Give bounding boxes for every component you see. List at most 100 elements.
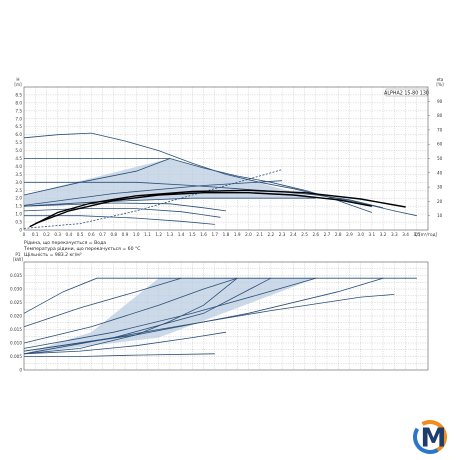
y-left-tick-label: 0 bbox=[19, 228, 22, 233]
m-logo: M bbox=[413, 420, 447, 454]
logo-ring-blue bbox=[413, 420, 447, 454]
x-tick-label: 1.9 bbox=[234, 232, 241, 237]
y-left-tick-label: 3.5 bbox=[15, 172, 22, 177]
x-tick-label: 0.3 bbox=[54, 232, 61, 237]
curve-proportional-5 bbox=[23, 197, 316, 207]
x-tick-label: 3.0 bbox=[357, 232, 364, 237]
y-left-tick-label: 1.5 bbox=[15, 204, 22, 209]
y-var: P1 bbox=[15, 252, 21, 257]
y-unit: [kW] bbox=[13, 257, 23, 262]
curve-min-8 bbox=[24, 215, 215, 225]
y-left-tick-label: 4.0 bbox=[15, 164, 22, 169]
y-left-tick-label: 5.5 bbox=[15, 140, 22, 145]
x-tick-label: 1.7 bbox=[211, 232, 218, 237]
x-tick-label: 3.4 bbox=[402, 232, 409, 237]
y-left-tick-label: 0.5 bbox=[15, 220, 22, 225]
y-tick-label: 0.030 bbox=[10, 287, 22, 292]
y-tick-label: 0.010 bbox=[10, 341, 22, 346]
curve-efficiency-11 bbox=[34, 191, 373, 225]
y-right-var: eta bbox=[437, 77, 444, 82]
y-right-tick-label: 90 bbox=[437, 99, 443, 104]
x-tick-label: 2.3 bbox=[279, 232, 286, 237]
y-right-tick-label: 30 bbox=[437, 185, 443, 190]
x-tick-label: 0.5 bbox=[77, 232, 84, 237]
y-right-tick-label: 80 bbox=[437, 113, 443, 118]
x-tick-label: 2.2 bbox=[268, 232, 275, 237]
y-right-tick-label: 50 bbox=[437, 156, 443, 161]
curve-proportional-4 bbox=[23, 180, 283, 206]
x-tick-label: 2.1 bbox=[256, 232, 263, 237]
y-left-tick-label: 4.5 bbox=[15, 156, 22, 161]
operating-range-fill bbox=[24, 158, 316, 207]
power-curve-proportional-9 bbox=[23, 277, 272, 352]
fluid-note: Щільність = 983.2 кг/м³ bbox=[24, 252, 82, 258]
y-tick-label: 0.005 bbox=[10, 354, 22, 359]
x-tick-label: 3.3 bbox=[391, 232, 398, 237]
y-tick-label: 0.020 bbox=[10, 314, 22, 319]
power-curve-power-2 bbox=[23, 277, 238, 344]
x-axis-unit: Q [m³/год] bbox=[414, 232, 437, 237]
power-flow-chart: 0 0.005 0.010 0.015 0.020 0.025 0.030 0.035 P1[k… bbox=[10, 252, 429, 373]
x-tick-label: 1.8 bbox=[223, 232, 230, 237]
x-tick-label: 0.4 bbox=[66, 232, 73, 237]
logo-letter: M bbox=[421, 424, 447, 454]
x-tick-label: 1.6 bbox=[200, 232, 207, 237]
fluid-note: Рідина, що перекачується = Вода bbox=[24, 240, 106, 246]
x-tick-label: 1.2 bbox=[155, 232, 162, 237]
x-tick-label: 2.7 bbox=[324, 232, 331, 237]
y-left-tick-label: 6.5 bbox=[15, 124, 22, 129]
y-right-tick-label: 40 bbox=[437, 170, 443, 175]
head-flow-chart: 0 0.1 0.2 0.3 0.4 0.5 0.6 0.7 0.8 0.9 1.0 1.1 1.2 1.3… bbox=[14, 77, 444, 258]
curve-efficiency-10 bbox=[29, 189, 406, 228]
y-left-tick-label: 7.0 bbox=[15, 116, 22, 121]
x-tick-label: 3.5 bbox=[413, 232, 420, 237]
curve-proportional-6 bbox=[23, 202, 227, 212]
power-curve-power-1 bbox=[23, 277, 182, 328]
x-tick-label: 1.1 bbox=[144, 232, 151, 237]
model-label-box bbox=[385, 88, 428, 97]
x-tick-label: 3.2 bbox=[380, 232, 387, 237]
x-tick-label: 0.8 bbox=[110, 232, 117, 237]
y-right-tick-label: 20 bbox=[437, 199, 443, 204]
x-tick-label: 1.0 bbox=[133, 232, 140, 237]
x-tick-label: 2.0 bbox=[245, 232, 252, 237]
x-tick-label: 0.7 bbox=[99, 232, 106, 237]
power-curve-power-7 bbox=[24, 353, 215, 357]
x-tick-label: 3.1 bbox=[369, 232, 376, 237]
power-curve-power-3 bbox=[23, 277, 316, 349]
curve-constant-1 bbox=[24, 158, 373, 213]
x-tick-label: 2.5 bbox=[301, 232, 308, 237]
y-tick-label: 0.025 bbox=[10, 300, 22, 305]
power-curve-proportional-8 bbox=[23, 277, 238, 355]
y-left-tick-label: 1.0 bbox=[15, 212, 22, 217]
y-right-tick-label: 10 bbox=[437, 213, 443, 218]
y-left-tick-label: 5.0 bbox=[15, 148, 22, 153]
y-left-tick-label: 2.0 bbox=[15, 196, 22, 201]
x-tick-label: 2.4 bbox=[290, 232, 297, 237]
curve-max-0 bbox=[23, 132, 417, 217]
y-left-tick-label: 8.5 bbox=[15, 92, 22, 97]
power-curve-power-6 bbox=[23, 331, 227, 355]
y-tick-label: 0.035 bbox=[10, 273, 22, 278]
y-tick-label: 0 bbox=[19, 368, 22, 373]
x-tick-label: 0.2 bbox=[43, 232, 50, 237]
y-left-tick-label: 8.0 bbox=[15, 100, 22, 105]
power-curve-max-0 bbox=[23, 277, 417, 314]
x-tick-label: 1.3 bbox=[167, 232, 174, 237]
curve-proportional-3 bbox=[23, 158, 171, 196]
y-right-tick-label: 70 bbox=[437, 127, 443, 132]
y-left-unit: [m] bbox=[14, 82, 22, 87]
fluid-note: Температура рідини, що перекачується = 6… bbox=[23, 246, 140, 252]
y-right-unit: [%] bbox=[436, 82, 444, 87]
curve-system-9 bbox=[23, 169, 283, 229]
y-left-tick-label: 7.5 bbox=[15, 108, 22, 113]
y-left-tick-label: 6.0 bbox=[15, 132, 22, 137]
y-left-tick-label: 2.5 bbox=[15, 188, 22, 193]
y-left-tick-label: 3.0 bbox=[15, 180, 22, 185]
y-tick-label: 0.015 bbox=[10, 327, 22, 332]
x-tick-label: 0.6 bbox=[88, 232, 95, 237]
y-left-var: H bbox=[16, 77, 19, 82]
x-tick-label: 1.4 bbox=[178, 232, 185, 237]
model-label: ALPHA2 15-80 130 bbox=[384, 90, 429, 96]
